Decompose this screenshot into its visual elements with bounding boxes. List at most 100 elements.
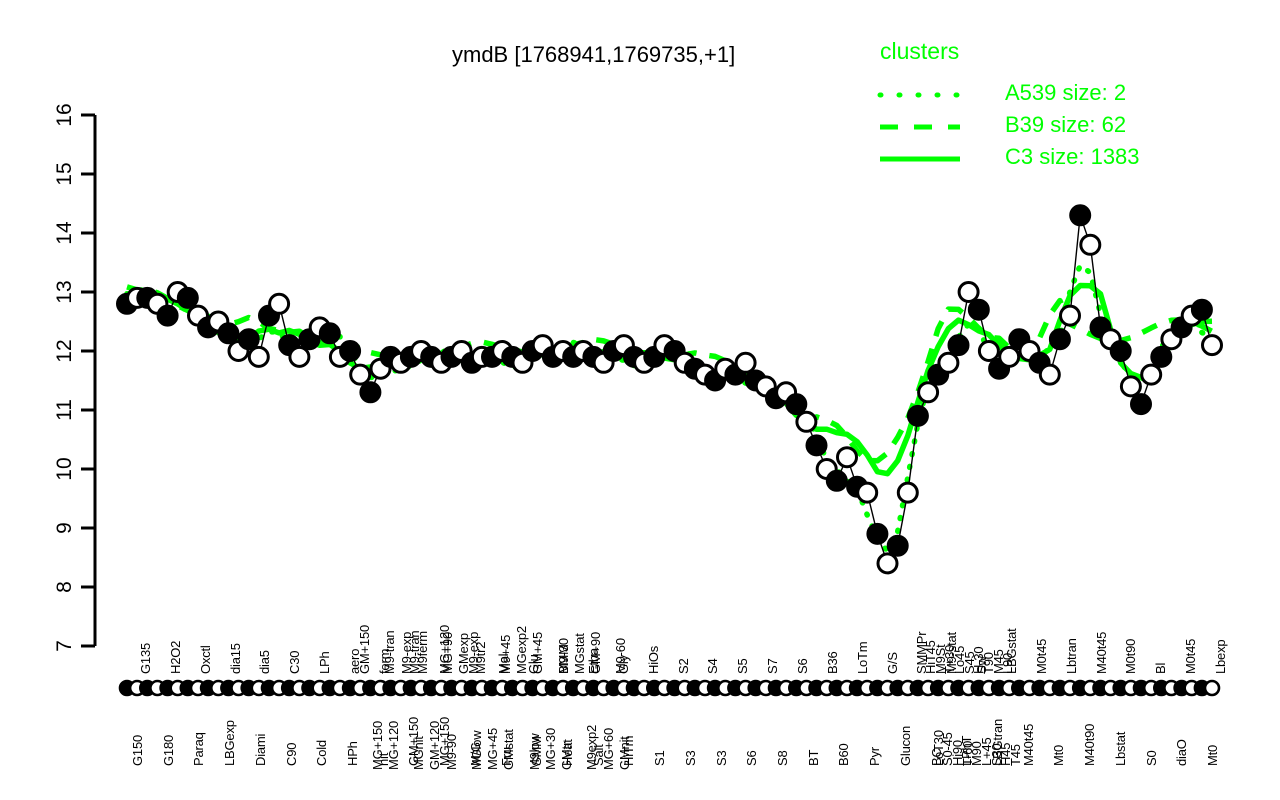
x-tick-label-top: M0t45	[1033, 638, 1049, 674]
x-tick-label-dense: MG+150	[369, 720, 385, 770]
data-point-open	[856, 481, 879, 504]
data-point-filled	[339, 340, 362, 362]
data-point-filled	[866, 522, 889, 545]
data-point-filled	[1150, 345, 1173, 368]
x-tick-label-bottom: Glucon	[897, 726, 913, 766]
data-point-open	[917, 381, 940, 404]
x-tick-label-bottom: Lbstat	[1112, 731, 1128, 766]
y-tick-label: 15	[53, 162, 76, 186]
x-axis-markers	[118, 679, 1221, 697]
data-point-open	[795, 410, 818, 433]
x-tick-label-top: Bl	[1153, 662, 1169, 674]
x-tick-label-dense: GM+150	[357, 624, 372, 674]
data-point-open	[268, 292, 291, 315]
x-tick-label-top: S6	[794, 658, 810, 674]
x-tick-label-dense: GMnit	[617, 736, 632, 770]
data-point-filled	[156, 304, 179, 327]
data-point-open	[288, 345, 311, 368]
x-tick-label-bottom: S0	[1143, 750, 1159, 766]
x-tick-label-dense: MG+45	[485, 728, 501, 770]
data-point-filled	[176, 286, 199, 309]
x-tick-label-dense: MGstat	[571, 633, 587, 674]
series-line	[126, 215, 1213, 566]
x-tick-label-dense: GMexp	[456, 633, 472, 674]
x-tick-label-top: M0t45	[1183, 638, 1199, 674]
x-tick-label-top: G/S	[884, 652, 900, 674]
x-tick-label-dense: MG+120	[385, 720, 401, 770]
x-tick-label-top: dia15	[227, 643, 243, 674]
x-tick-label-top: S2	[675, 658, 691, 674]
x-tick-label-dense: M9-90	[443, 734, 459, 770]
x-tick-label-bottom: diaO	[1174, 739, 1190, 766]
data-point-open	[1079, 233, 1102, 256]
cluster-curves	[124, 262, 1215, 554]
data-point-filled	[217, 322, 240, 345]
x-tick-label-bottom: S3	[713, 750, 729, 766]
x-tick-label-top: B36	[824, 651, 840, 674]
x-tick-label-bottom: Paraq	[191, 732, 207, 766]
x-tick-label-dense: T45	[1008, 744, 1023, 766]
data-point-open	[937, 351, 960, 374]
x-tick-label-dense: L90	[1000, 652, 1016, 674]
legend-label-c3: C3 size: 1383	[1005, 144, 1140, 169]
x-tick-label-bottom: Cold	[314, 740, 330, 766]
x-tick-label-top: LoTm	[854, 641, 870, 674]
x-tick-label-dense: MGnit	[411, 736, 427, 770]
legend-label-a539: A539 size: 2	[1005, 80, 1127, 105]
data-point-filled	[1109, 340, 1132, 362]
data-point-filled	[947, 334, 970, 357]
data-point-open	[998, 345, 1021, 368]
legend-keys	[877, 92, 963, 162]
x-tick-label-bottom: S1	[652, 750, 668, 766]
x-tick-label-dense: M9-30	[555, 638, 571, 674]
x-tick-label-bottom: S3	[682, 750, 698, 766]
data-point-open	[1119, 375, 1142, 398]
x-tick-label-top: Oxctl	[197, 645, 213, 674]
x-tick-label-top: Lbtran	[1063, 638, 1079, 674]
legend-title: clusters	[880, 38, 960, 64]
x-tick-label-dense: GMstat	[501, 729, 517, 770]
data-point-open	[1038, 363, 1061, 386]
data-point-filled	[1130, 393, 1152, 416]
data-point-open	[836, 446, 858, 469]
y-tick-label: 10	[53, 457, 76, 481]
y-tick-label: 9	[53, 522, 76, 534]
x-tick-label-bottom: Mt0	[1205, 744, 1220, 766]
x-tick-label-top: dia5	[257, 650, 273, 674]
x-tick-label-dense: MG+90	[440, 632, 456, 674]
x-tick-label-bottom: BT	[805, 749, 821, 766]
y-tick-label: 16	[53, 103, 76, 127]
x-tick-label-dense: M9-exp	[398, 631, 414, 674]
x-tick-label-top: S7	[765, 658, 781, 674]
y-tick-label: 11	[53, 399, 76, 421]
x-tick-label-dense: M9ferm	[414, 631, 430, 674]
x-tick-label-dense: GM+45	[530, 632, 546, 674]
y-tick-label: 7	[53, 640, 76, 652]
data-point-filled	[237, 328, 260, 351]
data-point-open	[896, 481, 919, 504]
data-point-filled	[805, 434, 828, 457]
data-point-open	[1059, 304, 1081, 327]
data-point-open	[349, 363, 372, 386]
data-point-open	[977, 340, 1000, 362]
y-tick-label: 12	[53, 339, 76, 363]
x-tick-label-dense: GM+120	[427, 720, 443, 770]
x-axis-marker	[1203, 679, 1221, 697]
x-tick-label-top: H2O2	[167, 640, 183, 674]
data-point-filled	[1048, 328, 1071, 351]
data-point-filled	[318, 322, 341, 345]
x-tick-label-top: M40t45	[1093, 631, 1109, 674]
data-point-filled	[906, 404, 929, 427]
x-tick-label-dense: M9-60	[613, 638, 629, 674]
data-point-open	[1140, 363, 1163, 386]
x-tick-label-top: M0t90	[1123, 638, 1139, 674]
x-tick-label-dense: MG+60	[600, 728, 616, 770]
x-tick-label-dense: M9low	[526, 733, 542, 770]
x-tick-label-bottom: S6	[744, 750, 760, 766]
data-point-open	[876, 552, 899, 575]
data-point-open	[1201, 334, 1223, 357]
x-tick-label-top: HiOs	[645, 645, 661, 674]
data-point-open	[957, 281, 980, 303]
